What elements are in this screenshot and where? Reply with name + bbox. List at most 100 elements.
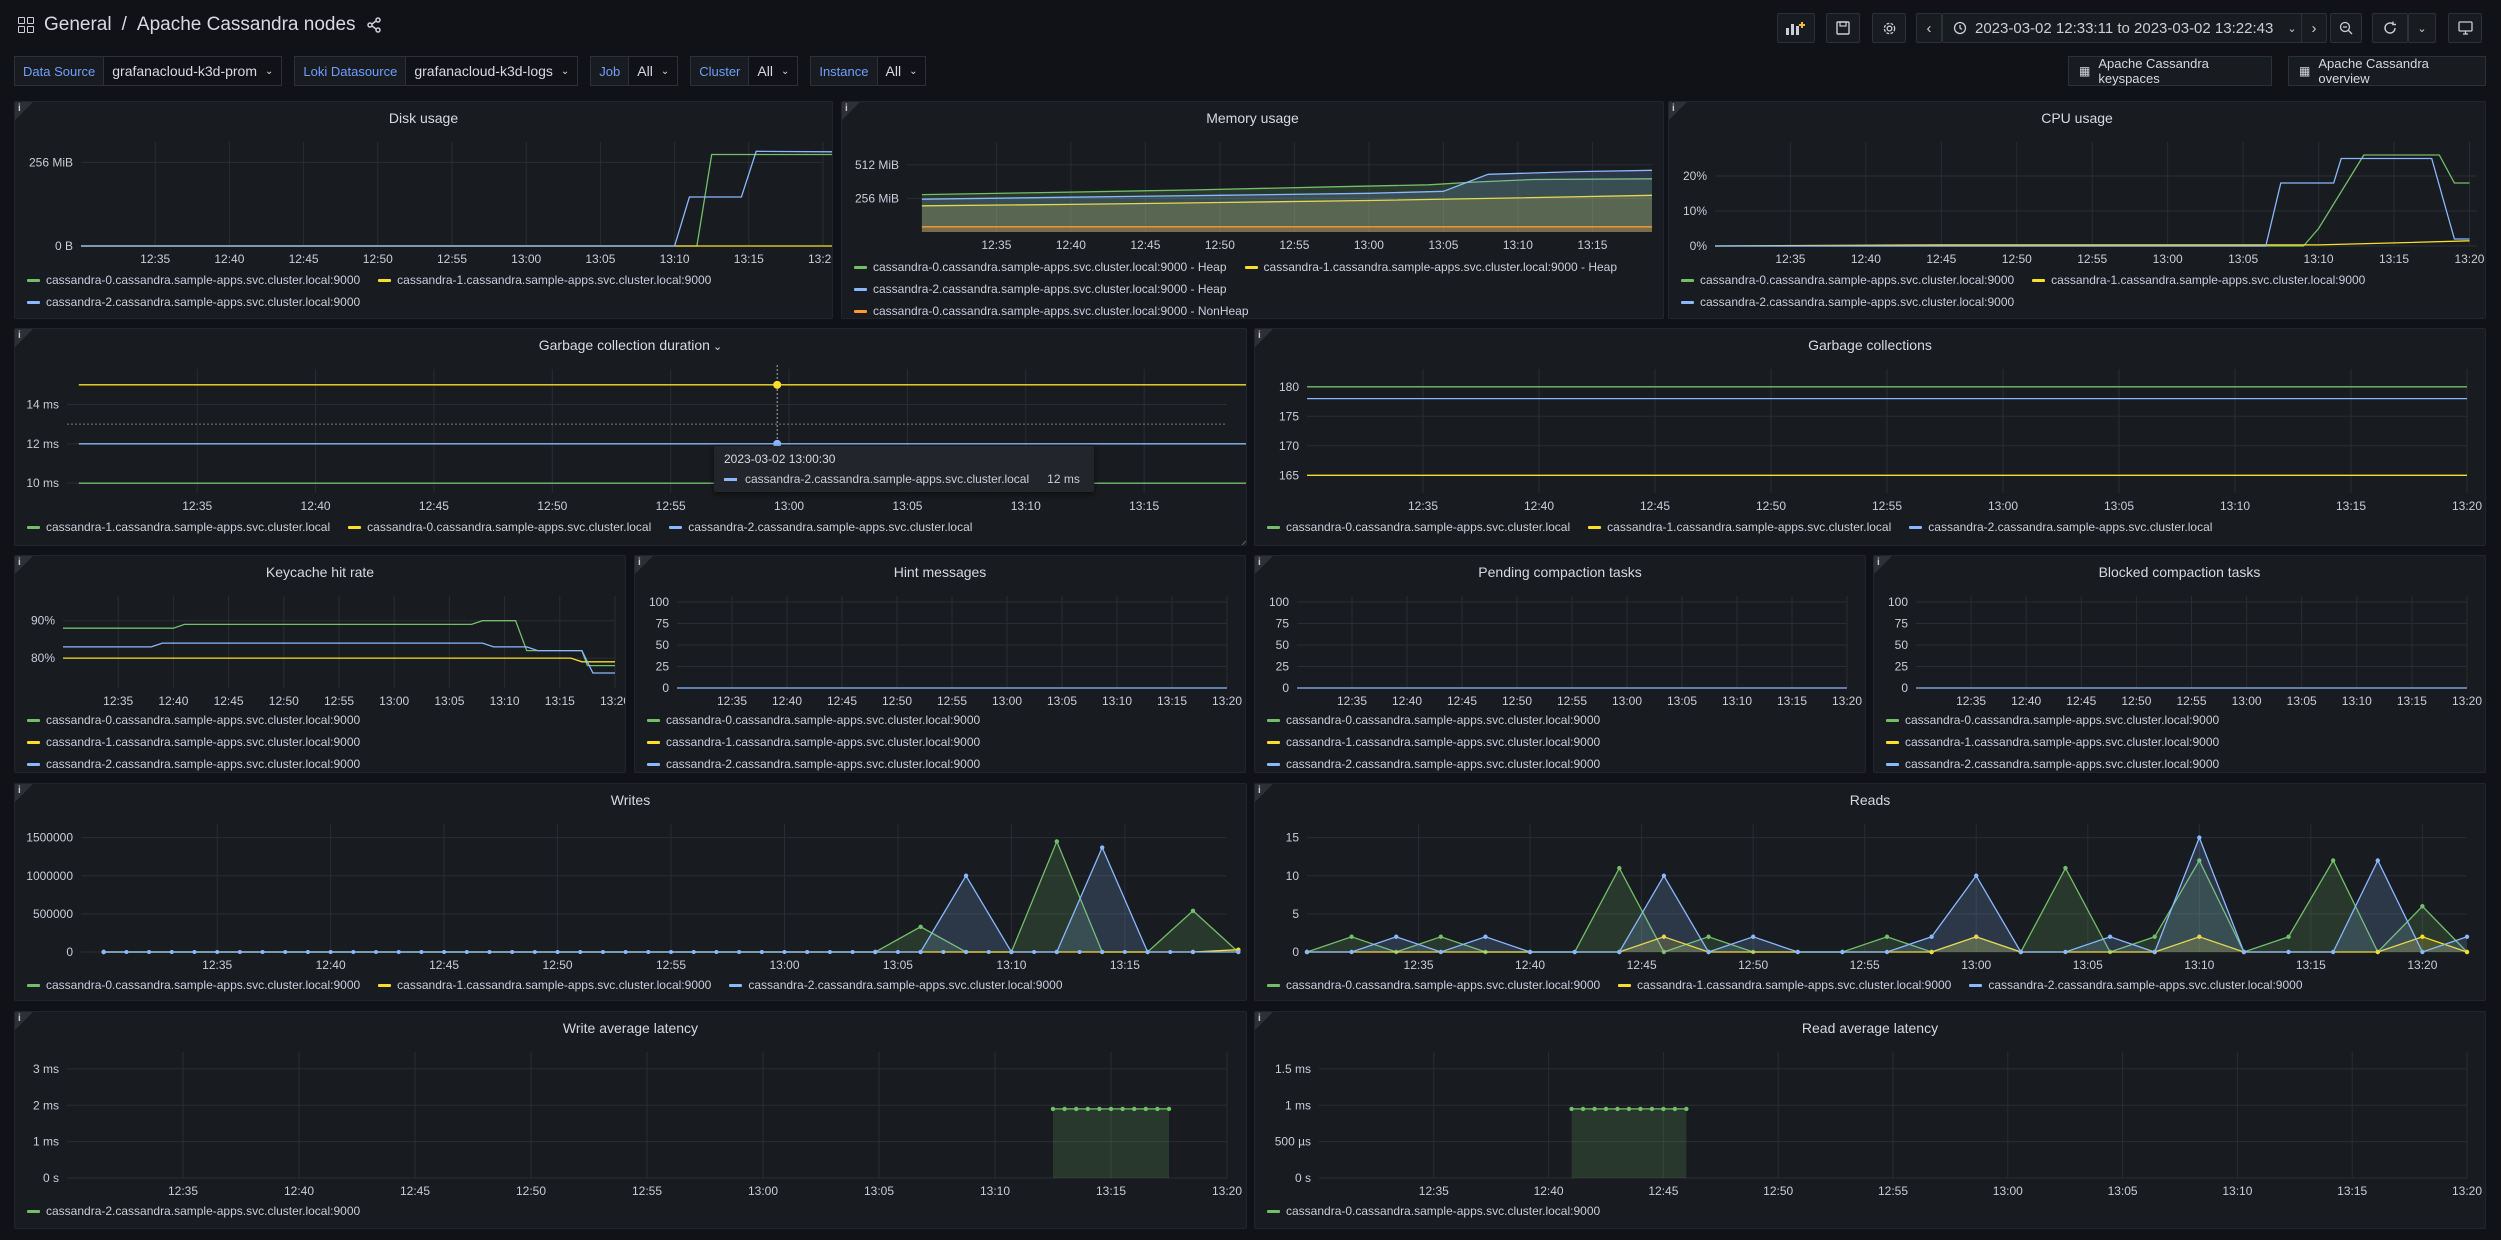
data-point[interactable]	[2197, 934, 2202, 939]
refresh-interval-dropdown[interactable]: ⌄	[2408, 13, 2436, 43]
data-point[interactable]	[782, 950, 787, 954]
data-point[interactable]	[2420, 949, 2425, 955]
legend-item[interactable]: cassandra-0.cassandra.sample-apps.svc.cl…	[1886, 713, 2219, 727]
panel-info-corner[interactable]	[1255, 1012, 1273, 1030]
panel-title[interactable]: Memory usage	[1206, 110, 1299, 126]
data-point[interactable]	[714, 950, 719, 954]
data-point[interactable]	[623, 950, 628, 954]
data-point[interactable]	[1706, 949, 1711, 955]
data-point[interactable]	[2107, 934, 2113, 939]
panel-title[interactable]: Pending compaction tasks	[1478, 564, 1642, 580]
data-point[interactable]	[1097, 1106, 1102, 1112]
series-line-1[interactable]	[1714, 240, 2470, 247]
data-point[interactable]	[1603, 1106, 1609, 1112]
panel-gc[interactable]: i Garbage collections 165 170 175 180 12:35 12:…	[1254, 328, 2486, 546]
data-point[interactable]	[1569, 1106, 1574, 1112]
series-line-2[interactable]	[81, 150, 833, 247]
legend-item[interactable]: cassandra-2.cassandra.sample-apps.svc.cl…	[1267, 757, 1600, 771]
series-line-0[interactable]	[103, 839, 1239, 953]
panel-info-corner[interactable]	[15, 1012, 33, 1030]
data-point[interactable]	[1638, 1106, 1643, 1112]
chart-cpu[interactable]: 0% 10% 20% 12:35 12:40 12:45 12:50 12:55 13:00 13…	[1669, 102, 2486, 319]
data-point[interactable]	[1706, 934, 1711, 939]
data-point[interactable]	[669, 950, 674, 954]
data-point[interactable]	[2018, 949, 2024, 955]
data-point[interactable]	[2330, 858, 2336, 863]
legend-item[interactable]: cassandra-1.cassandra.sample-apps.svc.cl…	[2032, 273, 2365, 287]
data-point[interactable]	[1099, 845, 1105, 850]
legend-item[interactable]: cassandra-2.cassandra.sample-apps.svc.cl…	[1886, 757, 2219, 771]
time-shift-back-button[interactable]: ‹	[1916, 13, 1942, 43]
series-line-2[interactable]	[921, 169, 1653, 200]
data-point[interactable]	[1132, 1106, 1137, 1112]
dashboard-title[interactable]: Apache Cassandra nodes	[136, 14, 356, 35]
data-point[interactable]	[1050, 1106, 1056, 1112]
panel-info-corner[interactable]	[15, 102, 33, 120]
legend-item[interactable]: cassandra-0.cassandra.sample-apps.svc.cl…	[1681, 273, 2014, 287]
info-icon[interactable]: i	[1672, 103, 1675, 114]
legend-item[interactable]: cassandra-1.cassandra.sample-apps.svc.cl…	[1886, 735, 2219, 749]
data-point[interactable]	[396, 950, 401, 954]
data-point[interactable]	[827, 950, 832, 954]
panel-title[interactable]: Garbage collections	[1808, 337, 1932, 353]
chart-gc[interactable]: 165 170 175 180 12:35 12:40 12:45 12:50 12:55 13:…	[1255, 329, 2486, 546]
panel-disk[interactable]: i Disk usage 0 B 256 MiB 12:35 12:40 12:45 12:5…	[14, 101, 833, 319]
panel-title[interactable]: CPU usage	[2041, 110, 2113, 126]
data-point[interactable]	[1100, 950, 1105, 954]
data-point[interactable]	[1190, 908, 1196, 914]
data-point[interactable]	[578, 950, 583, 954]
info-icon[interactable]: i	[1258, 330, 1261, 341]
info-icon[interactable]: i	[1258, 557, 1261, 568]
data-point[interactable]	[1974, 934, 1979, 939]
refresh-button[interactable]	[2372, 13, 2408, 43]
data-point[interactable]	[215, 950, 220, 954]
data-point[interactable]	[169, 950, 174, 954]
legend-item[interactable]: cassandra-2.cassandra.sample-apps.svc.cl…	[854, 282, 1227, 296]
variable-data-source[interactable]: Data Source grafanacloud-k3d-prom ⌄	[14, 56, 283, 86]
data-point[interactable]	[1166, 1106, 1172, 1112]
data-point[interactable]	[1750, 934, 1756, 939]
data-point[interactable]	[192, 950, 197, 954]
data-point[interactable]	[2241, 949, 2247, 955]
legend-item[interactable]: cassandra-2.cassandra.sample-apps.svc.cl…	[729, 978, 1063, 992]
panel-info-corner[interactable]	[635, 556, 653, 574]
data-point[interactable]	[260, 950, 265, 954]
panel-title[interactable]: Write average latency	[562, 1020, 699, 1036]
tv-mode-button[interactable]	[2448, 13, 2482, 43]
legend-item[interactable]: cassandra-0.cassandra.sample-apps.svc.cl…	[27, 713, 360, 727]
data-point[interactable]	[2464, 934, 2470, 939]
save-dashboard-button[interactable]	[1826, 13, 1860, 43]
data-point[interactable]	[1684, 1106, 1689, 1112]
panel-writes[interactable]: i Writes 0 500000 1000000 1500000 12:35 12:40 12…	[14, 783, 1247, 1001]
data-point[interactable]	[737, 950, 742, 954]
variable-select[interactable]: All ⌄	[877, 56, 927, 86]
data-point[interactable]	[283, 950, 288, 954]
data-point[interactable]	[2375, 949, 2380, 955]
data-point[interactable]	[1349, 934, 1354, 939]
data-point[interactable]	[2063, 865, 2068, 871]
panel-pending[interactable]: i Pending compaction tasks 0 25 50 75 100 12:35…	[1254, 555, 1866, 773]
chart-wlat[interactable]: 0 s 1 ms 2 ms 3 ms 12:35 12:40 12:45 12:50 12:55…	[15, 1012, 1247, 1229]
chart-rlat[interactable]: 0 s 500 µs 1 ms 1.5 ms 12:35 12:40 12:45 12:50 1…	[1255, 1012, 2486, 1229]
data-point[interactable]	[1438, 934, 1444, 939]
info-icon[interactable]: i	[18, 557, 21, 568]
data-point[interactable]	[1394, 934, 1399, 939]
data-point[interactable]	[2420, 934, 2425, 939]
data-point[interactable]	[1672, 1106, 1678, 1112]
data-point[interactable]	[1085, 1106, 1091, 1112]
data-point[interactable]	[1120, 1106, 1125, 1112]
panel-title[interactable]: Garbage collection duration ⌄	[15, 337, 1246, 353]
panel-title[interactable]: Reads	[1849, 792, 1891, 808]
legend-item[interactable]: cassandra-0.cassandra.sample-apps.svc.cl…	[1267, 520, 1570, 534]
legend-item[interactable]: cassandra-2.cassandra.sample-apps.svc.cl…	[27, 1204, 360, 1218]
series-line-0[interactable]	[1715, 154, 2470, 247]
data-point[interactable]	[237, 950, 242, 954]
data-point[interactable]	[1615, 1106, 1620, 1112]
variable-job[interactable]: Job All ⌄	[590, 56, 679, 86]
legend-item[interactable]: cassandra-1.cassandra.sample-apps.svc.cl…	[27, 520, 330, 534]
data-point[interactable]	[124, 950, 129, 954]
data-point[interactable]	[1062, 1106, 1067, 1112]
dashboard-settings-button[interactable]	[1872, 13, 1906, 43]
info-icon[interactable]: i	[18, 330, 21, 341]
data-point[interactable]	[1145, 950, 1150, 954]
